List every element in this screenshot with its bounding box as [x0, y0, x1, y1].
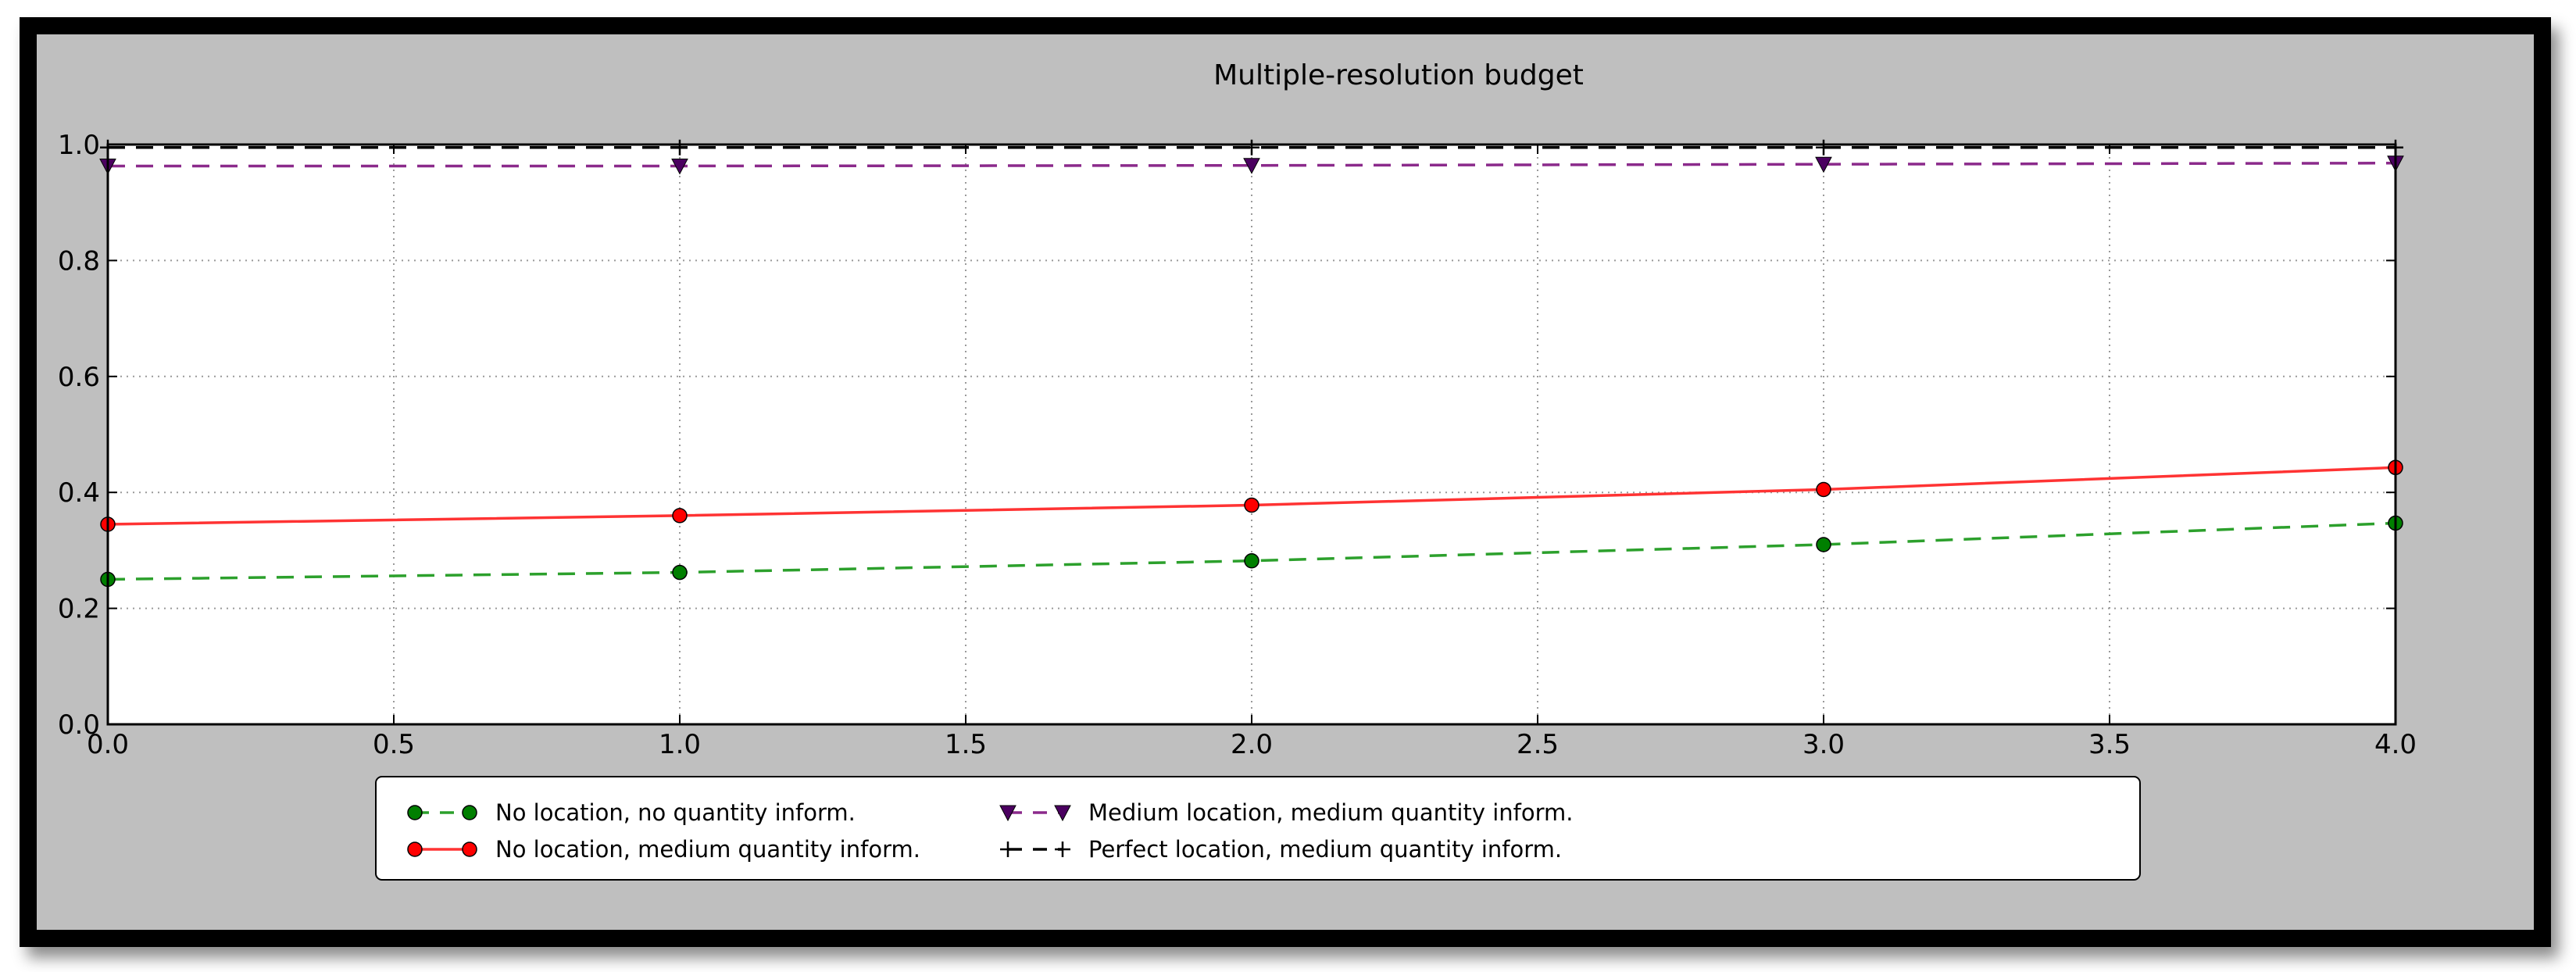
data-point: [672, 139, 688, 155]
legend-marker: [1055, 842, 1070, 857]
legend-item: No location, no quantity inform.: [407, 799, 856, 826]
legend-marker: [999, 805, 1016, 822]
legend-marker: [407, 842, 423, 857]
data-point: [672, 508, 688, 524]
x-tick-label: 0.5: [373, 729, 415, 760]
series-line: [107, 521, 2396, 581]
legend: No location, no quantity inform. No locat…: [375, 776, 2141, 881]
legend-label: Perfect location, medium quantity inform…: [1088, 836, 1562, 863]
legend-label: Medium location, medium quantity inform.: [1088, 799, 1573, 826]
legend-box: [375, 776, 2141, 881]
figure-canvas: Multiple-resolution budget 0.0 0.5 1.0 1.5 2…: [37, 34, 2534, 930]
y-tick-label: 1.0: [58, 130, 100, 161]
plot-area: [108, 145, 2396, 724]
legend-item: Medium location, medium quantity inform.: [999, 799, 1573, 826]
x-tick-label: 2.5: [1517, 729, 1559, 760]
y-tick-label: 0.4: [58, 477, 100, 509]
data-point: [671, 158, 688, 175]
x-tick-label: 3.5: [2088, 729, 2131, 760]
legend-marker: [462, 805, 477, 820]
data-point: [1815, 156, 1832, 173]
legend-label: No location, no quantity inform.: [495, 799, 856, 826]
legend-marker: [462, 842, 477, 857]
legend-marker: [407, 805, 423, 820]
x-tick-label: 1.5: [945, 729, 987, 760]
x-axis: 0.0 0.5 1.0 1.5 2.0 2.5 3.0 3.5 4.0: [87, 145, 2417, 760]
x-tick-label: 1.0: [659, 729, 701, 760]
legend-marker: [1054, 805, 1071, 822]
data-point: [1244, 497, 1259, 513]
data-point: [1243, 158, 1260, 174]
legend-marker: [1000, 842, 1016, 857]
data-point: [1244, 139, 1259, 155]
plot-border: [106, 143, 2397, 726]
data-point: [1816, 481, 1831, 498]
chart-title: Multiple-resolution budget: [1213, 59, 1584, 91]
y-tick-label: 0.2: [58, 594, 100, 625]
y-tick-label: 0.8: [58, 245, 100, 277]
data-point: [1816, 537, 1831, 552]
data-point: [672, 564, 688, 581]
legend-label: No location, medium quantity inform.: [495, 836, 920, 863]
screenshot-frame: Multiple-resolution budget 0.0 0.5 1.0 1.5 2…: [20, 17, 2551, 947]
y-tick-label: 0.6: [58, 362, 100, 393]
x-tick-label: 2.0: [1231, 729, 1273, 760]
legend-item: No location, medium quantity inform.: [407, 836, 920, 863]
x-tick-label: 0.0: [87, 729, 129, 760]
y-axis: 0.0 0.2 0.4 0.6 0.8 1.0: [58, 130, 2396, 741]
series-line: [108, 161, 2396, 168]
series-layer: [99, 139, 2404, 588]
legend-item: Perfect location, medium quantity inform…: [1000, 836, 1562, 863]
line-chart: Multiple-resolution budget 0.0 0.5 1.0 1.5 2…: [58, 59, 2417, 881]
data-point: [1816, 139, 1831, 155]
y-tick-label: 0.0: [58, 709, 100, 741]
x-tick-label: 4.0: [2374, 729, 2417, 760]
data-point: [1244, 553, 1259, 569]
x-tick-label: 3.0: [1802, 729, 1845, 760]
